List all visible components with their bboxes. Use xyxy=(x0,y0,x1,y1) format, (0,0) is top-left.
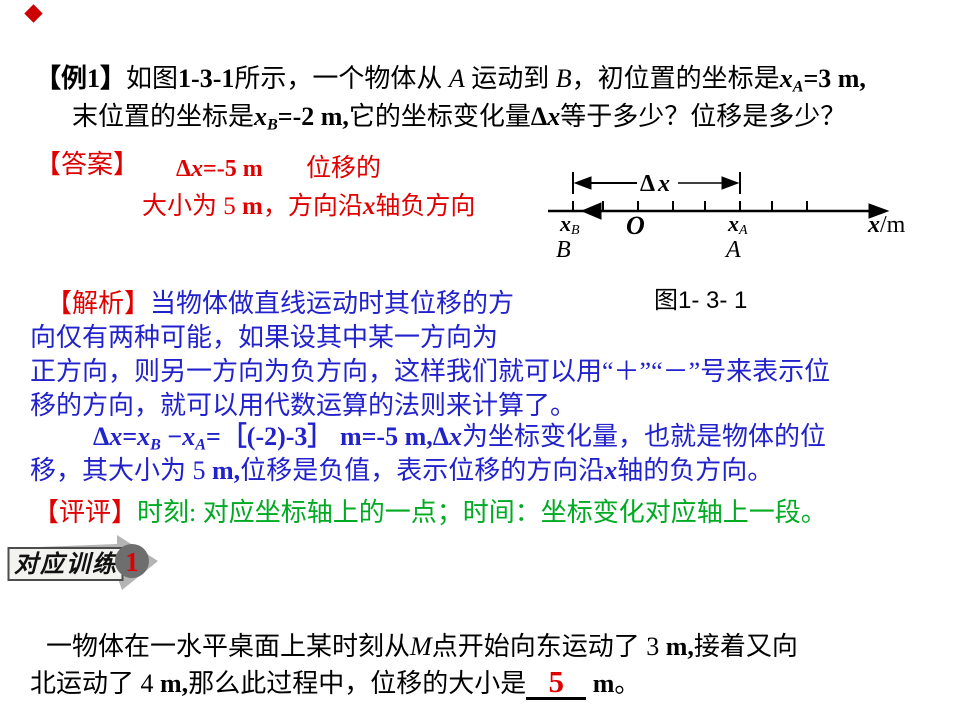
arrowhead-left-icon xyxy=(573,176,592,190)
bullet-diamond-icon xyxy=(24,4,43,23)
analysis-line-2: 向仅有两种可能，如果设其中某一方向为 xyxy=(30,323,499,352)
displacement-arrowhead-left-icon xyxy=(580,202,602,220)
analysis-equation-line: Δx=xB −xA=［(-2)-3］ m=-5 m,Δx为坐标变化量，也就是物体… xyxy=(93,422,827,454)
analysis-line-6: 移，其大小为 5 m,位移是负值，表示位移的方向沿x轴的负方向。 xyxy=(30,456,774,485)
analysis-line-4: 移的方向，就可以用代数运算的法则来计算了。 xyxy=(30,391,577,420)
delta-x-dimension xyxy=(572,172,741,194)
x-axis xyxy=(548,201,890,220)
label-xB: xB xyxy=(559,211,580,238)
answer-tag: 【答案】 xyxy=(35,150,140,179)
figure-caption: 图1- 3- 1 xyxy=(654,287,748,314)
label-xA: xA xyxy=(727,211,748,238)
answer-label: 位移的 xyxy=(306,155,382,182)
practice-banner: 对应训练 1 xyxy=(7,535,158,590)
answer-line-2: 大小为 5 m，方向沿x轴负方向 xyxy=(142,193,476,220)
answer-blank: 5 xyxy=(526,666,587,701)
answer-delta-x: Δx=-5 m xyxy=(176,156,263,182)
label-point-A: A xyxy=(724,237,741,263)
example-line-2: 末位置的坐标是xB=-2 m,它的坐标变化量Δx等于多少？位移是多少？ xyxy=(72,102,847,134)
comment-line: 【评评】时刻: 对应坐标轴上的一点；时间：坐标变化对应轴上一段。 xyxy=(33,498,827,527)
question-line-2-suffix: m。 xyxy=(586,669,641,698)
banner-number: 1 xyxy=(125,547,139,577)
banner-label: 对应训练 xyxy=(14,551,120,578)
axis-arrowhead-right-icon xyxy=(868,203,890,219)
label-origin: O xyxy=(626,211,645,240)
arrowhead-right-icon xyxy=(721,176,740,190)
label-axis-unit: x/m xyxy=(867,212,906,238)
banner-circle-icon xyxy=(115,544,149,578)
question-line-1: 一物体在一水平桌面上某时刻从M点开始向东运动了 3 m,接着又向 xyxy=(46,632,798,661)
label-point-B: B xyxy=(556,237,571,263)
analysis-line-3: 正方向，则另一方向为负方向，这样我们就可以用“＋”“－”号来表示位 xyxy=(30,357,831,386)
question-line-2: 北运动了 4 m,那么此过程中，位移的大小是 5 m。 xyxy=(30,666,641,701)
analysis-line-1: 【解析】当物体做直线运动时其位移的方 xyxy=(46,289,515,318)
question-line-2-prefix: 北运动了 4 m,那么此过程中，位移的大小是 xyxy=(30,669,527,698)
example-line-1: 【例1】如图1-3-1所示，一个物体从 A 运动到 B，初位置的坐标是xA=3 … xyxy=(35,64,866,96)
